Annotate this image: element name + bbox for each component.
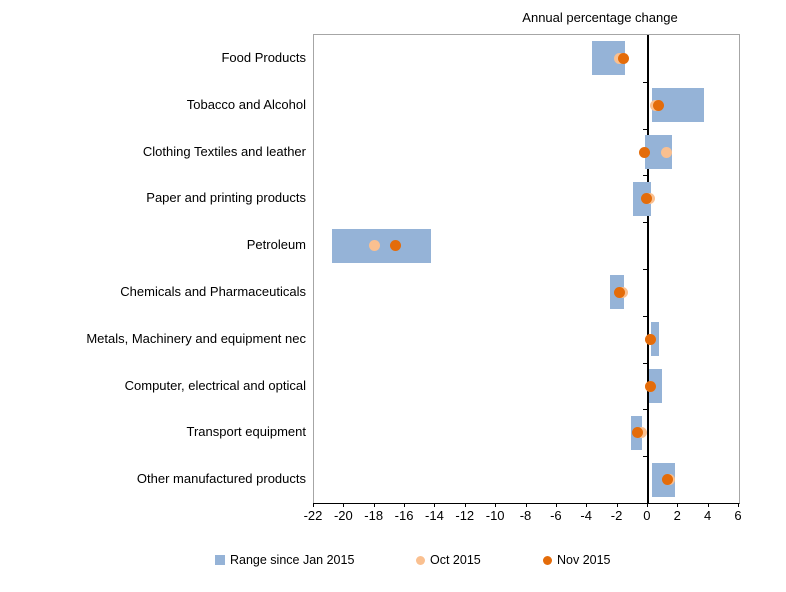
category-axis-tick	[642, 175, 647, 177]
x-tick-label: 2	[673, 508, 681, 523]
category-axis-tick	[642, 128, 647, 130]
legend: Range since Jan 2015 Oct 2015 Nov 2015	[0, 552, 786, 570]
x-tick-label: 4	[704, 508, 712, 523]
x-tick-label: -16	[394, 508, 414, 523]
legend-item-nov: Nov 2015	[543, 552, 611, 568]
category-label: Chemicals and Pharmaceuticals	[120, 283, 306, 299]
category-label: Clothing Textiles and leather	[142, 143, 306, 159]
x-tick-label: -12	[455, 508, 475, 523]
x-tick-label: -20	[333, 508, 353, 523]
nov-dot	[640, 193, 652, 205]
oct-dot	[369, 240, 381, 252]
x-axis-tick	[586, 503, 588, 507]
nov-dot	[390, 240, 402, 252]
x-tick-label: -6	[550, 508, 562, 523]
nov-dot	[639, 146, 651, 158]
oct-dot-icon	[416, 555, 425, 565]
x-tick-label: -4	[580, 508, 592, 523]
legend-item-oct: Oct 2015	[416, 552, 481, 568]
category-label: Transport equipment	[186, 424, 306, 440]
range-square-icon	[215, 555, 225, 565]
x-tick-label: -10	[485, 508, 505, 523]
x-tick-label: 6	[734, 508, 742, 523]
zero-axis-line	[646, 35, 649, 503]
legend-label-range: Range since Jan 2015	[230, 553, 355, 567]
category-axis-tick	[642, 362, 647, 364]
category-axis-tick	[642, 81, 647, 83]
plot-area	[313, 34, 740, 504]
category-label: Computer, electrical and optical	[124, 377, 306, 393]
x-axis-tick	[404, 503, 406, 507]
nov-dot	[613, 286, 625, 298]
oct-dot	[660, 146, 672, 158]
nov-dot	[631, 427, 643, 439]
x-axis-tick	[373, 503, 375, 507]
category-label: Metals, Machinery and equipment nec	[86, 330, 306, 346]
category-label: Food Products	[221, 49, 306, 65]
legend-item-range: Range since Jan 2015	[215, 552, 354, 568]
chart-title: Annual percentage change	[522, 10, 678, 25]
nov-dot	[618, 52, 630, 64]
nov-dot	[645, 380, 657, 392]
x-axis-tick	[646, 503, 648, 507]
x-tick-label: -2	[610, 508, 623, 523]
nov-dot	[662, 474, 674, 486]
category-label: Petroleum	[246, 237, 306, 253]
x-tick-label: -8	[519, 508, 532, 523]
x-tick-label: -22	[303, 508, 323, 523]
legend-label-nov: Nov 2015	[557, 553, 611, 567]
category-axis-tick	[642, 269, 647, 270]
x-axis-tick	[616, 503, 618, 507]
x-axis-tick	[677, 503, 679, 507]
nov-dot	[645, 333, 657, 345]
x-axis-tick	[555, 503, 557, 507]
x-axis-tick	[707, 503, 709, 507]
x-tick-label: -18	[364, 508, 384, 523]
x-axis-tick	[434, 503, 436, 507]
category-axis-tick	[642, 315, 647, 317]
x-tick-label: 0	[643, 508, 651, 523]
category-label: Other manufactured products	[136, 471, 306, 487]
legend-label-oct: Oct 2015	[430, 553, 481, 567]
category-axis-tick	[642, 222, 647, 224]
x-axis-tick	[464, 503, 466, 507]
x-axis-tick	[495, 503, 497, 507]
nov-dot	[653, 99, 665, 111]
nov-dot-icon	[543, 555, 552, 565]
category-label: Paper and printing products	[146, 190, 306, 206]
category-axis-tick	[642, 409, 647, 411]
x-axis-tick	[525, 503, 527, 507]
x-axis-tick	[313, 503, 314, 507]
x-axis-tick	[343, 503, 345, 507]
x-axis-tick	[738, 503, 739, 507]
category-label: Tobacco and Alcohol	[186, 96, 306, 112]
range-bar	[332, 228, 431, 263]
x-tick-label: -14	[425, 508, 444, 523]
category-axis-tick	[642, 456, 647, 458]
